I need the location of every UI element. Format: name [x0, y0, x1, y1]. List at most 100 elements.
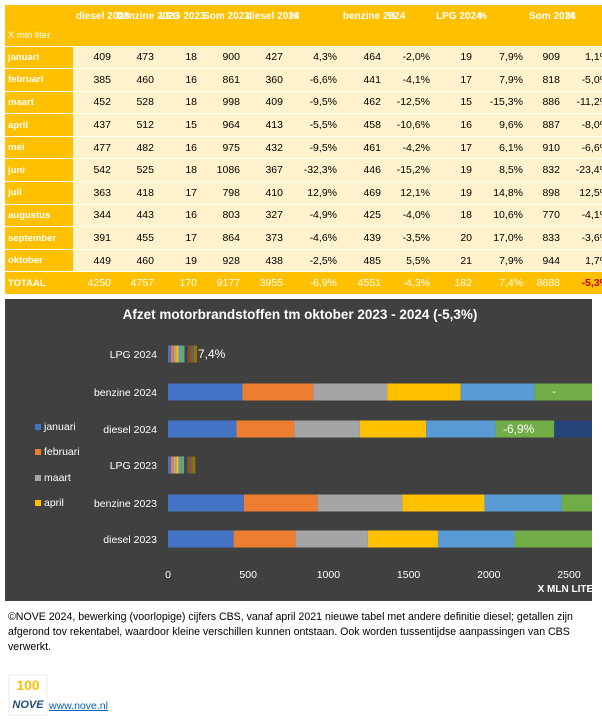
table-cell: 525: [114, 158, 157, 183]
bar-segment: [173, 345, 177, 363]
table-cell: 418: [114, 181, 157, 205]
table-cell: -8,0%: [563, 113, 602, 137]
table-cell: 512: [114, 113, 157, 137]
column-header: diesel 2024: [243, 5, 299, 47]
table-cell: 7,9%: [475, 46, 526, 70]
table-cell: 15: [433, 91, 475, 115]
table-cell: -5,0%: [563, 68, 602, 92]
legend-label: januari: [43, 421, 76, 433]
table-cell: 19: [433, 181, 475, 205]
stacked-bar-chart: Afzet motorbrandstoffen tm oktober 2023 …: [5, 299, 592, 601]
table-cell: 327: [243, 204, 286, 228]
table-row: augustus 344 443 16 803 327 -4,9% 425 -4,0% 18 10,…: [5, 204, 602, 228]
table-cell: -5,3%: [563, 271, 602, 296]
table-cell: 10,6%: [475, 204, 526, 228]
legend-swatch: [35, 500, 41, 506]
table-cell: 542: [73, 158, 114, 183]
table-cell: -4,1%: [563, 204, 602, 228]
month-label: januari: [5, 46, 73, 70]
table-cell: 473: [114, 46, 157, 70]
table-cell: 410: [243, 181, 286, 205]
table-cell: 770: [526, 204, 563, 228]
month-label: mei: [5, 136, 73, 160]
table-cell: 4250: [73, 271, 114, 296]
category-label: LPG 2024: [110, 349, 157, 361]
bar-segment: [173, 456, 177, 474]
month-label: oktober: [5, 249, 73, 273]
table-cell: 5,5%: [384, 249, 433, 273]
table-cell: 17: [157, 181, 200, 205]
category-label: diesel 2024: [103, 424, 157, 436]
table-cell: 7,4%: [475, 271, 526, 296]
month-label: februari: [5, 68, 73, 92]
table-cell: 832: [526, 158, 563, 183]
table-cell: 452: [73, 91, 114, 115]
sales-table: X mln liter diesel 2023 benzine 2023 LPG…: [5, 5, 602, 296]
table-row: oktober 449 460 19 928 438 -2,5% 485 5,5% 21 7,9% 9…: [5, 249, 602, 273]
legend-label: maart: [44, 472, 71, 484]
x-tick-label: 500: [239, 569, 257, 581]
bar-segment: [176, 345, 179, 363]
bar-segment: [178, 345, 182, 363]
bar-segment: [359, 420, 427, 438]
table-cell: 900: [200, 46, 243, 70]
bar-segment: [534, 383, 592, 401]
x-tick-label: 0: [165, 569, 171, 581]
table-cell: -32,3%: [286, 158, 340, 183]
table-cell: 460: [114, 249, 157, 273]
table-cell: 482: [114, 136, 157, 160]
table-cell: -2,5%: [286, 249, 340, 273]
table-cell: 886: [526, 91, 563, 115]
table-cell: 385: [73, 68, 114, 92]
table-cell: 928: [200, 249, 243, 273]
table-cell: 4,3%: [286, 46, 340, 70]
table-cell: 7,9%: [475, 249, 526, 273]
table-cell: 449: [73, 249, 114, 273]
table-cell: -4,1%: [384, 68, 433, 92]
bar-segment: [184, 345, 188, 363]
bar-segment: [193, 345, 198, 363]
bar-segment: [561, 494, 592, 512]
table-cell: 3955: [243, 271, 286, 296]
table-cell: 15: [157, 113, 200, 137]
table-cell: 1,1%: [563, 46, 602, 70]
table-cell: 887: [526, 113, 563, 137]
table-cell: 798: [200, 181, 243, 205]
table-cell: 360: [243, 68, 286, 92]
table-cell: 391: [73, 226, 114, 250]
table-cell: 464: [340, 46, 384, 70]
bar-segment: [402, 494, 485, 512]
total-label: TOTAAL: [5, 271, 73, 296]
table-cell: 439: [340, 226, 384, 250]
table-row: februari 385 460 16 861 360 -6,6% 441 -4,1% 17 7,9…: [5, 68, 602, 92]
table-cell: 461: [340, 136, 384, 160]
bar-segment: [171, 345, 174, 363]
table-cell: 432: [243, 136, 286, 160]
bar-segment: [236, 420, 295, 438]
sales-table-container: X mln liter diesel 2023 benzine 2023 LPG…: [5, 5, 602, 296]
column-header: LPG 2023: [157, 5, 206, 47]
table-row: juli 363 418 17 798 410 12,9% 469 12,1% 19 14,8% 89…: [5, 181, 602, 205]
table-cell: -4,3%: [384, 271, 433, 296]
table-cell: 21: [433, 249, 475, 273]
table-cell: 910: [526, 136, 563, 160]
bar-segment: [168, 456, 171, 474]
table-cell: 19: [433, 46, 475, 70]
bar-segment: [242, 383, 314, 401]
bar-annotation: 7,4%: [198, 347, 226, 361]
legend-label: februari: [44, 446, 80, 458]
table-cell: 437: [73, 113, 114, 137]
column-header: %: [286, 5, 340, 47]
table-cell: 413: [243, 113, 286, 137]
table-cell: 170: [157, 271, 200, 296]
table-body: januari 409 473 18 900 427 4,3% 464 -2,0% 19 7,9% 9…: [5, 46, 602, 296]
table-cell: 12,1%: [384, 181, 433, 205]
month-label: september: [5, 226, 73, 250]
bar-segment: [192, 456, 196, 474]
footnote: ©NOVE 2024, bewerking (voorlopige) cijfe…: [8, 611, 573, 653]
table-cell: 12,5%: [563, 181, 602, 205]
website-link[interactable]: www.nove.nl: [49, 700, 108, 712]
bar-segment: [181, 345, 185, 363]
chart-title: Afzet motorbrandstoffen tm oktober 2023 …: [123, 307, 478, 322]
bar-segment: [313, 383, 388, 401]
